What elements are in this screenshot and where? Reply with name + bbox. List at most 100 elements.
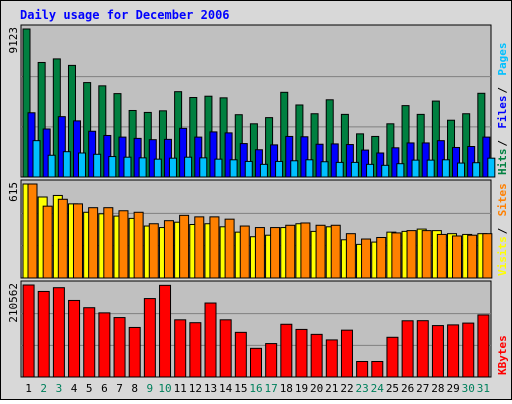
- bar-hits-day-28: [431, 100, 440, 178]
- bar-kbytes-day-3: [52, 287, 65, 378]
- legend: Visits / Sites: [496, 183, 509, 276]
- x-tick-label-18: 18: [280, 382, 293, 395]
- bar-pages-day-14: [229, 159, 238, 178]
- x-tick-label-30: 30: [462, 382, 475, 395]
- x-tick-label-22: 22: [340, 382, 353, 395]
- bar-kbytes-day-29: [447, 324, 460, 378]
- bar-files-day-30: [467, 146, 476, 178]
- bar-kbytes-day-30: [462, 322, 475, 378]
- bar-hits-day-7: [113, 93, 122, 178]
- bar-files-day-23: [361, 149, 370, 178]
- x-tick-label-6: 6: [101, 382, 108, 395]
- bar-kbytes-day-7: [113, 317, 126, 378]
- bar-kbytes-day-26: [401, 320, 414, 378]
- bar-kbytes-day-12: [189, 322, 202, 378]
- x-tick-label-7: 7: [116, 382, 123, 395]
- legend-separator: /: [496, 140, 509, 147]
- bar-kbytes-day-14: [219, 319, 232, 378]
- bar-sites-day-9: [148, 223, 159, 279]
- bar-files-day-20: [315, 143, 324, 178]
- bar-sites-day-8: [133, 211, 144, 279]
- bar-hits-day-5: [83, 82, 92, 178]
- bar-sites-day-18: [285, 224, 296, 279]
- bar-pages-day-31: [487, 157, 496, 178]
- bar-kbytes-day-6: [98, 312, 111, 378]
- bar-files-day-4: [72, 120, 81, 178]
- x-tick-label-1: 1: [25, 382, 32, 395]
- legend-files: Files: [496, 95, 509, 128]
- bar-pages-day-19: [305, 159, 314, 178]
- bar-sites-day-1: [27, 183, 38, 279]
- x-tick-label-9: 9: [147, 382, 154, 395]
- bar-files-day-31: [482, 136, 491, 178]
- bar-pages-day-11: [184, 156, 193, 178]
- x-tick-label-29: 29: [446, 382, 459, 395]
- x-tick-label-10: 10: [158, 382, 171, 395]
- x-tick-label-23: 23: [356, 382, 369, 395]
- bar-sites-day-5: [88, 207, 99, 279]
- bar-pages-day-16: [259, 163, 268, 178]
- bar-hits-day-31: [477, 92, 486, 178]
- bar-sites-day-24: [376, 236, 387, 279]
- bar-sites-day-19: [300, 222, 311, 279]
- x-tick-label-24: 24: [371, 382, 385, 395]
- x-tick-label-13: 13: [204, 382, 217, 395]
- x-tick-label-26: 26: [401, 382, 414, 395]
- y-max-label: 9123: [7, 27, 20, 54]
- bar-hits-day-21: [325, 99, 334, 178]
- x-tick-label-5: 5: [86, 382, 93, 395]
- x-tick-label-12: 12: [189, 382, 202, 395]
- bar-pages-day-10: [168, 157, 177, 178]
- x-tick-label-16: 16: [249, 382, 262, 395]
- x-tick-label-25: 25: [386, 382, 399, 395]
- bar-kbytes-day-17: [265, 343, 278, 378]
- bar-sites-day-4: [72, 203, 83, 279]
- bar-files-day-28: [436, 140, 445, 178]
- bar-sites-day-13: [209, 216, 220, 279]
- bar-kbytes-day-16: [250, 347, 262, 378]
- bar-kbytes-day-2: [37, 290, 50, 378]
- x-tick-label-15: 15: [234, 382, 247, 395]
- bar-sites-day-28: [436, 233, 447, 279]
- bar-kbytes-day-27: [416, 320, 429, 378]
- bar-sites-day-30: [467, 234, 478, 279]
- legend-kbytes: KBytes: [496, 335, 509, 375]
- bar-kbytes-day-18: [280, 323, 293, 378]
- chart-title: Daily usage for December 2006: [20, 8, 230, 22]
- bar-files-day-13: [209, 131, 218, 178]
- bar-kbytes-day-9: [143, 298, 156, 378]
- y-max-label: 615: [7, 182, 20, 202]
- bar-kbytes-day-4: [68, 299, 81, 378]
- bar-files-day-18: [285, 135, 294, 178]
- bar-kbytes-day-20: [310, 333, 323, 378]
- x-tick-label-27: 27: [416, 382, 429, 395]
- bar-pages-day-4: [77, 152, 86, 178]
- bar-pages-day-15: [244, 160, 253, 178]
- bar-pages-day-22: [350, 161, 359, 178]
- bar-kbytes-day-23: [356, 360, 369, 378]
- bar-kbytes-day-19: [295, 328, 308, 378]
- bar-kbytes-day-5: [83, 307, 96, 378]
- bar-files-day-25: [391, 147, 400, 178]
- bar-sites-day-26: [406, 230, 417, 279]
- bar-pages-day-23: [366, 163, 375, 178]
- bar-sites-day-16: [254, 227, 265, 279]
- bar-kbytes-day-15: [234, 331, 247, 378]
- bar-hits-day-18: [280, 91, 289, 178]
- bar-pages-day-20: [320, 161, 329, 178]
- bar-pages-day-30: [472, 162, 481, 178]
- bar-files-day-16: [254, 149, 263, 178]
- legend: KBytes: [496, 335, 509, 375]
- bar-pages-day-13: [214, 158, 223, 178]
- bar-files-day-14: [224, 132, 233, 178]
- legend-pages: Pages: [496, 42, 509, 75]
- bar-hits-day-2: [37, 61, 46, 178]
- bar-files-day-29: [452, 146, 461, 178]
- x-tick-label-20: 20: [310, 382, 323, 395]
- bar-sites-day-17: [270, 227, 281, 279]
- bar-pages-day-6: [108, 156, 117, 178]
- bar-sites-day-7: [118, 210, 129, 279]
- bar-sites-day-27: [421, 230, 432, 279]
- bar-kbytes-day-22: [340, 329, 353, 378]
- legend-separator: /: [496, 87, 509, 94]
